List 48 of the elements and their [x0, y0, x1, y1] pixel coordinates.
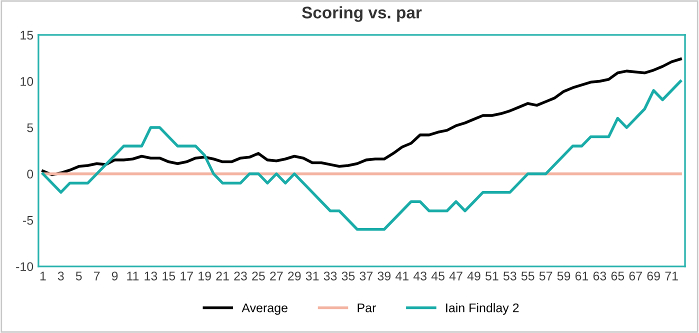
x-tick-label: 25 [252, 272, 265, 280]
y-tick-label: -10 [16, 262, 34, 272]
x-tick-label: 39 [378, 272, 391, 280]
x-tick-label: 35 [342, 272, 355, 280]
y-tick-label: -5 [23, 216, 34, 225]
line-series [42, 58, 682, 176]
x-tick-label: 9 [112, 272, 118, 280]
y-tick-label: 10 [20, 77, 34, 86]
x-tick-label: 13 [144, 272, 158, 280]
x-tick-label: 63 [593, 272, 606, 280]
x-tick-label: 65 [611, 272, 624, 280]
y-tick-label: 5 [27, 123, 34, 132]
x-tick-label: 27 [270, 272, 283, 280]
x-tick-label: 71 [665, 272, 678, 280]
x-tick-label: 33 [324, 272, 337, 280]
x-tick-label: 37 [360, 272, 373, 280]
x-tick-label: 43 [413, 272, 427, 280]
y-tick-label: 15 [20, 30, 34, 40]
x-tick-label: 51 [485, 272, 498, 280]
x-tick-label: 11 [127, 272, 139, 280]
legend-label: Iain Findlay 2 [446, 303, 519, 315]
x-tick-label: 29 [288, 272, 301, 280]
x-tick-label: 31 [306, 272, 319, 280]
x-tick-label: 59 [557, 272, 570, 280]
x-tick-label: 55 [521, 272, 534, 280]
x-tick-label: 5 [76, 272, 82, 280]
x-tick-label: 7 [94, 272, 100, 280]
x-tick-label: 47 [449, 272, 462, 280]
x-tick-label: 67 [629, 272, 642, 280]
x-tick-label: 45 [431, 272, 444, 280]
x-tick-label: 69 [647, 272, 660, 280]
x-tick-label: 23 [234, 272, 247, 280]
x-tick-label: 21 [216, 272, 229, 280]
x-tick-label: 57 [539, 272, 552, 280]
x-tick-label: 53 [503, 272, 516, 280]
x-tick-label: 3 [58, 272, 64, 280]
x-tick-label: 41 [395, 272, 408, 280]
legend-label: Average [242, 304, 288, 315]
legend-label: Par [358, 304, 376, 312]
line-series [42, 80, 682, 231]
x-tick-label: 61 [575, 272, 588, 280]
x-tick-label: 17 [180, 272, 193, 280]
x-tick-label: 1 [40, 272, 46, 280]
x-tick-label: 15 [162, 272, 176, 280]
chart-title: Scoring vs. par [302, 6, 422, 22]
x-tick-label: 49 [467, 272, 480, 280]
x-tick-label: 19 [198, 272, 211, 280]
y-tick-label: 0 [27, 170, 34, 178]
